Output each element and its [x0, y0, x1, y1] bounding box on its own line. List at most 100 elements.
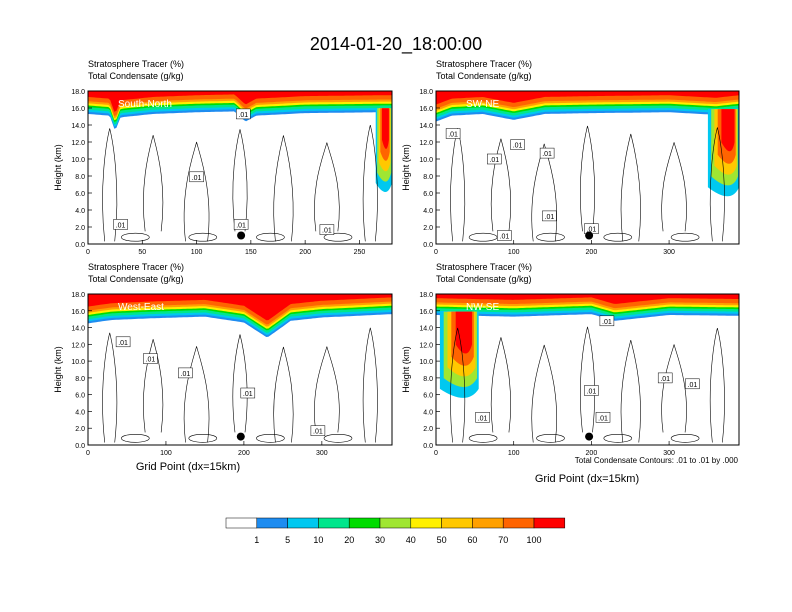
condensate-contour	[256, 433, 285, 443]
svg-text:.01: .01	[243, 391, 253, 398]
y-tick-label: 18.0	[71, 89, 85, 96]
colorbar-label: 1	[254, 535, 259, 545]
condensate-contour	[314, 346, 340, 433]
condensate-contour	[709, 127, 725, 242]
y-tick-label: 12.0	[71, 342, 85, 349]
condensate-contour	[273, 135, 294, 242]
svg-text:.01: .01	[513, 143, 523, 150]
svg-text:.01: .01	[146, 357, 156, 364]
y-tick-label: 6.0	[423, 191, 433, 198]
colorbar-swatch	[533, 517, 566, 529]
x-tick-label: 300	[316, 450, 328, 457]
y-tick-label: 14.0	[71, 123, 85, 130]
panel-field-title-tracer: Stratosphere Tracer (%)	[436, 262, 532, 272]
svg-text:.01: .01	[587, 227, 597, 234]
contour-label: .01	[240, 387, 256, 399]
contour-label: .01	[599, 315, 615, 327]
panel-nw-se: Stratosphere Tracer (%) Total Condensate …	[401, 262, 740, 457]
condensate-contour	[661, 142, 687, 232]
svg-text:.01: .01	[587, 389, 597, 396]
condensate-contour	[273, 346, 294, 443]
y-tick-label: 8.0	[75, 376, 85, 383]
y-tick-label: 4.0	[423, 409, 433, 416]
condensate-contour	[620, 340, 641, 443]
contour-label: .01	[542, 210, 557, 222]
tracer-intrusion	[721, 109, 735, 152]
condensate-contour	[188, 232, 218, 242]
panel-field-title-tracer: Stratosphere Tracer (%)	[436, 59, 532, 69]
condensate-contour	[102, 332, 118, 443]
y-tick-label: 0.0	[423, 242, 433, 249]
x-tick-label: 100	[191, 249, 203, 256]
y-tick-label: 10.0	[419, 359, 433, 366]
svg-text:.01: .01	[489, 157, 499, 164]
svg-text:.01: .01	[542, 151, 552, 158]
x-tick-label: 200	[586, 249, 598, 256]
condensate-contour	[188, 433, 218, 443]
condensate-contour	[143, 339, 164, 433]
panel-field-title-condensate: Total Condensate (g/kg)	[436, 71, 532, 81]
contour-label: .01	[236, 108, 251, 120]
y-tick-label: 12.0	[419, 140, 433, 147]
colorbar-label: 20	[344, 535, 354, 545]
tracer-band	[88, 91, 392, 116]
y-tick-label: 12.0	[419, 342, 433, 349]
y-tick-label: 10.0	[71, 359, 85, 366]
colorbar-label: 100	[526, 535, 541, 545]
condensate-contour	[121, 232, 150, 242]
y-tick-label: 2.0	[423, 225, 433, 232]
plot-frame	[435, 90, 740, 245]
colorbar-swatch	[472, 517, 504, 529]
condensate-contour	[531, 344, 557, 443]
svg-text:.01: .01	[118, 340, 128, 347]
y-tick-label: 0.0	[423, 443, 433, 450]
contour-label: .01	[233, 219, 249, 230]
colorbar-label: 5	[285, 535, 290, 545]
x-axis-title-left: Grid Point (dx=15km)	[136, 461, 240, 473]
panel-field-title-condensate: Total Condensate (g/kg)	[88, 71, 184, 81]
contour-label: .01	[657, 372, 673, 384]
x-tick-label: 150	[245, 249, 257, 256]
panel-name: SW-NE	[466, 99, 499, 110]
figure-title: 2014-01-20_18:00:00	[310, 34, 482, 55]
x-tick-label: 0	[86, 450, 90, 457]
svg-text:.01: .01	[313, 429, 323, 436]
panel-field-title-tracer: Stratosphere Tracer (%)	[88, 262, 184, 272]
colorbar-label: 10	[313, 535, 323, 545]
panel-field-title-condensate: Total Condensate (g/kg)	[436, 274, 532, 284]
condensate-contour	[661, 344, 687, 433]
y-tick-label: 2.0	[423, 426, 433, 433]
svg-text:.01: .01	[598, 415, 608, 422]
x-tick-label: 200	[238, 450, 250, 457]
plot-background	[436, 91, 739, 244]
svg-text:.01: .01	[660, 376, 670, 383]
svg-text:.01: .01	[500, 234, 510, 241]
y-tick-label: 14.0	[71, 326, 85, 333]
condensate-contour	[709, 328, 725, 443]
y-tick-label: 4.0	[423, 208, 433, 215]
svg-text:.01: .01	[181, 371, 191, 378]
contour-note: Total Condensate Contours: .01 to .01 by…	[575, 456, 739, 465]
condensate-contour	[580, 125, 595, 232]
contour-label: .01	[475, 412, 490, 423]
y-axis-title: Height (km)	[53, 346, 63, 393]
svg-text:.01: .01	[478, 415, 488, 422]
condensate-contour	[468, 433, 498, 443]
panel-name: South-North	[118, 99, 172, 110]
panel-south-north: Stratosphere Tracer (%) Total Condensate …	[53, 59, 393, 256]
colorbar-label: 50	[437, 535, 447, 545]
colorbar-label: 30	[375, 535, 385, 545]
y-tick-label: 18.0	[71, 292, 85, 299]
condensate-contour	[450, 128, 466, 242]
y-tick-label: 8.0	[423, 376, 433, 383]
panel-field-title-tracer: Stratosphere Tracer (%)	[88, 59, 184, 69]
colorbar-swatch	[348, 517, 381, 529]
condensate-contour	[183, 346, 210, 443]
y-tick-label: 2.0	[75, 426, 85, 433]
contour-label: .01	[189, 171, 204, 183]
condensate-contour	[362, 327, 378, 443]
colorbar-swatch	[410, 517, 442, 529]
y-tick-label: 8.0	[75, 174, 85, 181]
svg-text:.01: .01	[236, 222, 246, 229]
